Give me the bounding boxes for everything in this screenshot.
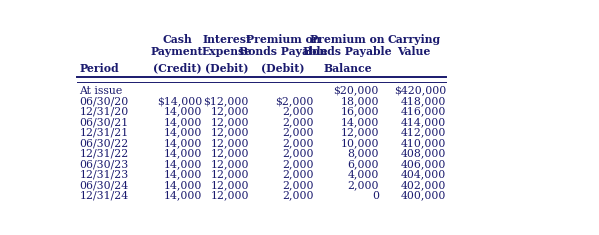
Text: (Debit): (Debit)	[261, 63, 305, 74]
Text: 2,000: 2,000	[283, 107, 314, 117]
Text: 14,000: 14,000	[341, 117, 379, 127]
Text: Payment: Payment	[151, 46, 203, 57]
Text: Period: Period	[80, 63, 119, 74]
Text: 06/30/22: 06/30/22	[80, 138, 129, 148]
Text: 2,000: 2,000	[283, 191, 314, 201]
Text: 12,000: 12,000	[340, 128, 379, 138]
Text: 8,000: 8,000	[347, 149, 379, 159]
Text: $2,000: $2,000	[276, 96, 314, 106]
Text: Bonds Payable: Bonds Payable	[238, 46, 327, 57]
Text: 10,000: 10,000	[340, 138, 379, 148]
Text: 12,000: 12,000	[210, 149, 249, 159]
Text: At issue: At issue	[80, 86, 123, 96]
Text: 12,000: 12,000	[210, 170, 249, 180]
Text: 14,000: 14,000	[164, 170, 202, 180]
Text: 12/31/23: 12/31/23	[80, 170, 129, 180]
Text: (Credit): (Credit)	[153, 63, 201, 74]
Text: $420,000: $420,000	[394, 86, 446, 96]
Text: 18,000: 18,000	[340, 96, 379, 106]
Text: 12,000: 12,000	[210, 180, 249, 190]
Text: Premium on: Premium on	[310, 34, 385, 45]
Text: 4,000: 4,000	[347, 170, 379, 180]
Text: 06/30/20: 06/30/20	[80, 96, 129, 106]
Text: 408,000: 408,000	[401, 149, 446, 159]
Text: Interest: Interest	[202, 34, 251, 45]
Text: 414,000: 414,000	[401, 117, 446, 127]
Text: 402,000: 402,000	[401, 180, 446, 190]
Text: 14,000: 14,000	[164, 180, 202, 190]
Text: 0: 0	[372, 191, 379, 201]
Text: Expense: Expense	[201, 46, 252, 57]
Text: 12/31/20: 12/31/20	[80, 107, 129, 117]
Text: Cash: Cash	[162, 34, 192, 45]
Text: (Debit): (Debit)	[205, 63, 249, 74]
Text: 12/31/22: 12/31/22	[80, 149, 129, 159]
Text: 2,000: 2,000	[283, 170, 314, 180]
Text: 2,000: 2,000	[283, 159, 314, 169]
Text: 14,000: 14,000	[164, 107, 202, 117]
Text: Carrying: Carrying	[387, 34, 440, 45]
Text: 2,000: 2,000	[283, 180, 314, 190]
Text: 12,000: 12,000	[210, 159, 249, 169]
Text: 12,000: 12,000	[210, 117, 249, 127]
Text: 400,000: 400,000	[401, 191, 446, 201]
Text: 14,000: 14,000	[164, 138, 202, 148]
Text: 16,000: 16,000	[340, 107, 379, 117]
Text: 12,000: 12,000	[210, 107, 249, 117]
Text: 2,000: 2,000	[347, 180, 379, 190]
Text: 12/31/21: 12/31/21	[80, 128, 129, 138]
Text: 06/30/24: 06/30/24	[80, 180, 129, 190]
Text: $14,000: $14,000	[158, 96, 202, 106]
Text: 6,000: 6,000	[347, 159, 379, 169]
Text: 416,000: 416,000	[401, 107, 446, 117]
Text: 2,000: 2,000	[283, 149, 314, 159]
Text: Balance: Balance	[323, 63, 372, 74]
Text: 412,000: 412,000	[401, 128, 446, 138]
Text: 14,000: 14,000	[164, 191, 202, 201]
Text: 14,000: 14,000	[164, 117, 202, 127]
Text: 2,000: 2,000	[283, 138, 314, 148]
Text: 06/30/23: 06/30/23	[80, 159, 129, 169]
Text: 2,000: 2,000	[283, 128, 314, 138]
Text: 12,000: 12,000	[210, 191, 249, 201]
Text: 12/31/24: 12/31/24	[80, 191, 129, 201]
Text: 2,000: 2,000	[283, 117, 314, 127]
Text: Bonds Payable: Bonds Payable	[303, 46, 392, 57]
Text: 12,000: 12,000	[210, 128, 249, 138]
Text: 410,000: 410,000	[401, 138, 446, 148]
Text: Premium on: Premium on	[246, 34, 320, 45]
Text: 14,000: 14,000	[164, 128, 202, 138]
Text: 06/30/21: 06/30/21	[80, 117, 129, 127]
Text: 418,000: 418,000	[401, 96, 446, 106]
Text: 14,000: 14,000	[164, 159, 202, 169]
Text: Value: Value	[397, 46, 431, 57]
Text: 404,000: 404,000	[401, 170, 446, 180]
Text: $20,000: $20,000	[334, 86, 379, 96]
Text: $12,000: $12,000	[204, 96, 249, 106]
Text: 406,000: 406,000	[401, 159, 446, 169]
Text: 14,000: 14,000	[164, 149, 202, 159]
Text: 12,000: 12,000	[210, 138, 249, 148]
